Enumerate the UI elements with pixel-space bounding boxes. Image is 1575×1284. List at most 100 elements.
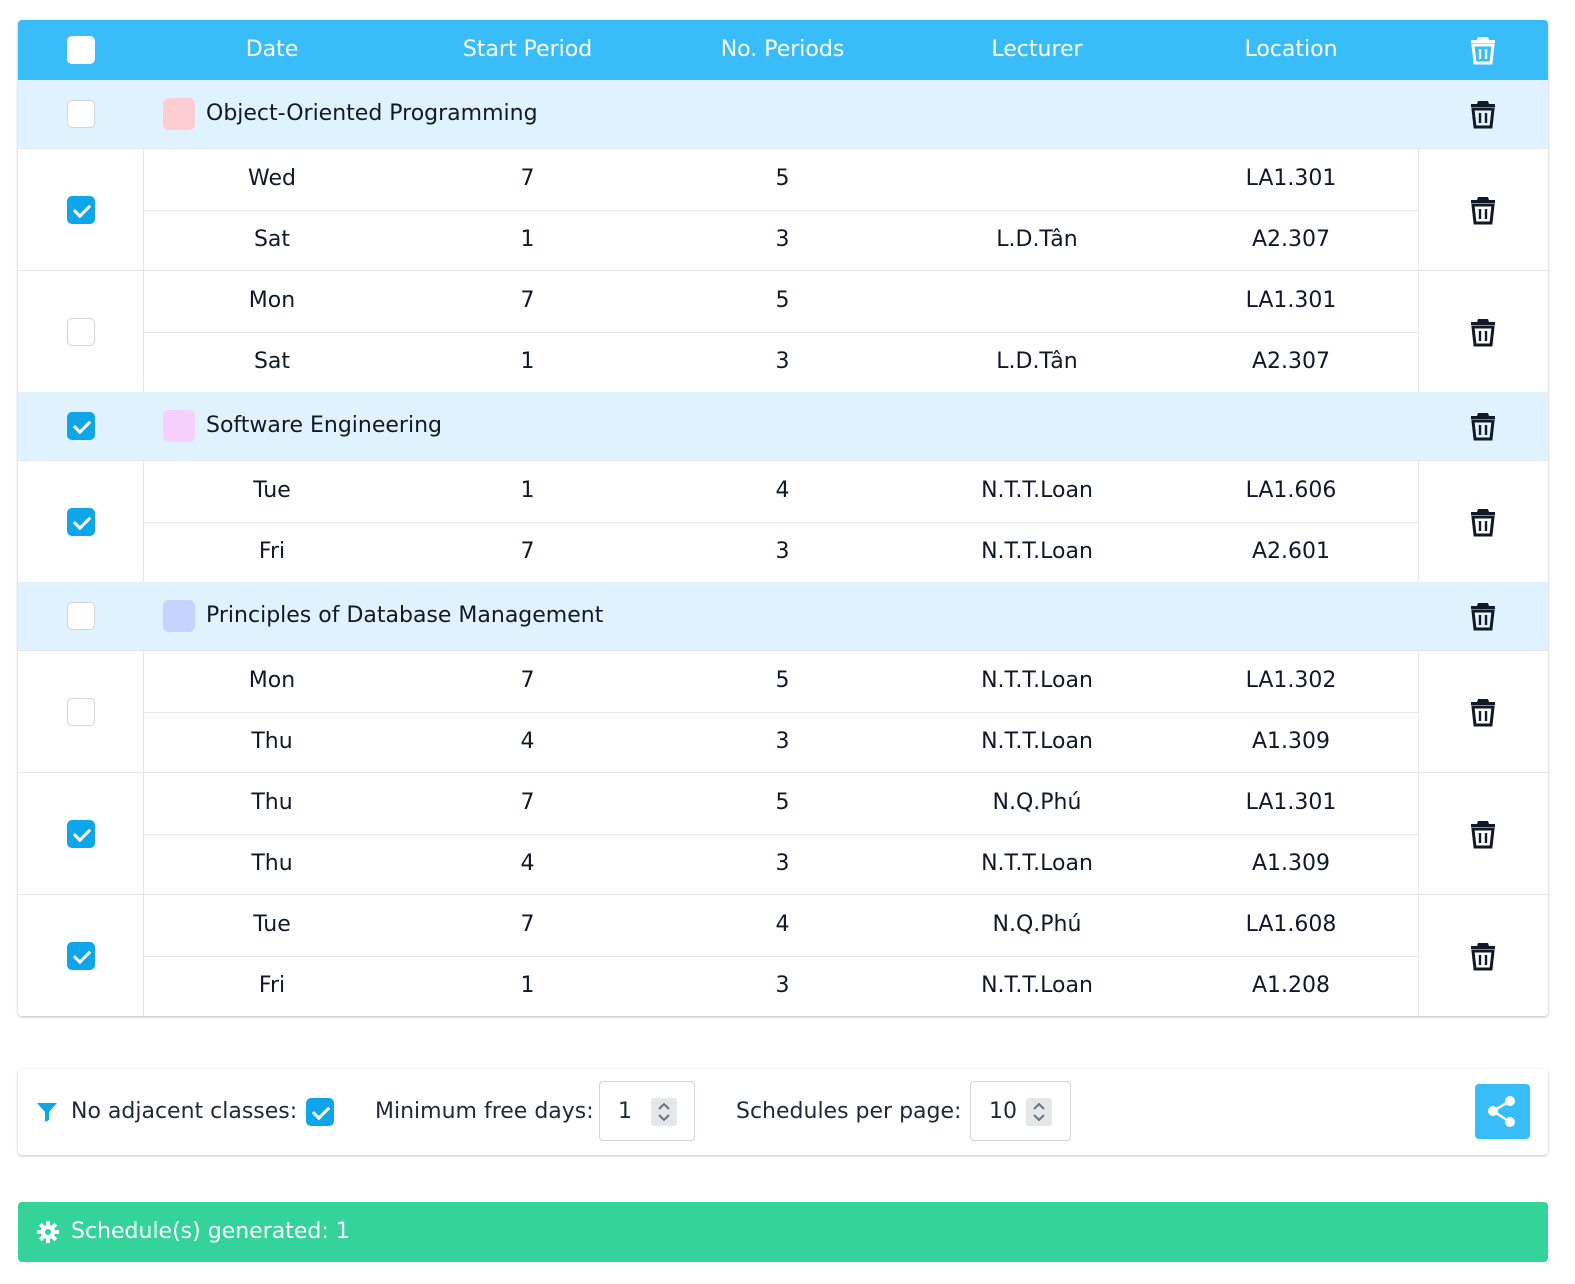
table-header: Date Start Period No. Periods Lecturer L… [18, 20, 1548, 80]
delete-course-button[interactable] [1469, 411, 1497, 441]
row-divider [144, 522, 1418, 523]
cell-location: A2.601 [1251, 539, 1331, 564]
course-color-swatch[interactable] [163, 600, 195, 632]
cell-date: Wed [248, 166, 296, 191]
delete-all-button[interactable] [1469, 35, 1497, 65]
course-checkbox[interactable] [67, 602, 95, 630]
no-adjacent-checkbox[interactable] [306, 1098, 334, 1126]
course-name: Principles of Database Management [206, 603, 604, 628]
column-divider [143, 651, 144, 772]
cell-date: Thu [251, 790, 293, 815]
header-date[interactable]: Date [245, 37, 299, 62]
table-row: Mon 7 5 N.T.T.Loan LA1.302 [18, 651, 1548, 712]
delete-section-button[interactable] [1469, 317, 1497, 347]
share-button[interactable] [1475, 1084, 1530, 1139]
section-checkbox[interactable] [67, 508, 95, 536]
schedule-table: Date Start Period No. Periods Lecturer L… [18, 20, 1548, 1016]
cell-location: A2.307 [1251, 227, 1331, 252]
column-divider [1418, 895, 1419, 1016]
cell-location: A1.208 [1251, 973, 1331, 998]
section-checkbox[interactable] [67, 318, 95, 346]
status-text: Schedule(s) generated: 1 [71, 1219, 350, 1244]
cell-start-period: 1 [520, 973, 535, 998]
course-row[interactable]: Software Engineering [18, 392, 1548, 460]
cell-location: LA1.301 [1245, 166, 1337, 191]
trash-icon [1471, 821, 1495, 849]
cell-lecturer: L.D.Tân [996, 349, 1078, 374]
delete-section-button[interactable] [1469, 941, 1497, 971]
cell-lecturer [910, 271, 1164, 331]
course-row[interactable]: Principles of Database Management [18, 582, 1548, 650]
delete-section-button[interactable] [1469, 819, 1497, 849]
course-checkbox[interactable] [67, 100, 95, 128]
cell-location: A1.309 [1251, 729, 1331, 754]
cell-location: LA1.301 [1245, 288, 1337, 313]
per-page-stepper[interactable] [1026, 1098, 1052, 1126]
section-checkbox[interactable] [67, 820, 95, 848]
cell-location: LA1.608 [1245, 912, 1337, 937]
column-divider [1418, 271, 1419, 392]
per-page-value: 10 [989, 1099, 1017, 1124]
cell-start-period: 7 [520, 790, 535, 815]
table-row: Sat 1 3 L.D.Tân A2.307 [18, 210, 1548, 271]
min-free-days-input[interactable]: 1 [599, 1081, 695, 1141]
course-row[interactable]: Object-Oriented Programming [18, 80, 1548, 148]
cell-no-periods: 5 [775, 288, 790, 313]
min-free-days-label: Minimum free days: [375, 1099, 594, 1124]
trash-icon [1471, 37, 1495, 65]
trash-icon [1471, 101, 1495, 129]
section-checkbox[interactable] [67, 698, 95, 726]
filter-icon [36, 1101, 58, 1123]
section-group: Mon 7 5 LA1.301 Sat 1 3 L.D.Tân A2.307 [18, 270, 1548, 392]
delete-section-button[interactable] [1469, 195, 1497, 225]
cell-no-periods: 3 [775, 349, 790, 374]
cell-date: Thu [251, 729, 293, 754]
table-row: Thu 7 5 N.Q.Phú LA1.301 [18, 773, 1548, 834]
delete-course-button[interactable] [1469, 601, 1497, 631]
course-checkbox[interactable] [67, 412, 95, 440]
cell-date: Mon [248, 668, 296, 693]
cell-date: Fri [258, 539, 286, 564]
course-color-swatch[interactable] [163, 410, 195, 442]
table-row: Tue 7 4 N.Q.Phú LA1.608 [18, 895, 1548, 956]
cell-lecturer: N.Q.Phú [992, 912, 1082, 937]
cell-lecturer: N.Q.Phú [992, 790, 1082, 815]
trash-icon [1471, 413, 1495, 441]
section-group: Mon 7 5 N.T.T.Loan LA1.302 Thu 4 3 N.T.T.Loan A1.… [18, 650, 1548, 772]
cell-no-periods: 4 [775, 912, 790, 937]
gear-icon [36, 1220, 60, 1244]
header-start-period[interactable]: Start Period [462, 37, 593, 62]
trash-icon [1471, 699, 1495, 727]
cell-start-period: 7 [520, 166, 535, 191]
course-color-swatch[interactable] [163, 98, 195, 130]
delete-section-button[interactable] [1469, 507, 1497, 537]
cell-lecturer: L.D.Tân [996, 227, 1078, 252]
status-bar: Schedule(s) generated: 1 [18, 1202, 1548, 1262]
min-free-days-stepper[interactable] [651, 1098, 677, 1126]
header-no-periods[interactable]: No. Periods [720, 37, 845, 62]
section-checkbox[interactable] [67, 942, 95, 970]
cell-lecturer: N.T.T.Loan [981, 973, 1093, 998]
column-divider [1418, 773, 1419, 894]
row-divider [144, 210, 1418, 211]
column-divider [143, 461, 144, 582]
section-checkbox[interactable] [67, 196, 95, 224]
cell-date: Tue [253, 912, 291, 937]
section-group: Wed 7 5 LA1.301 Sat 1 3 L.D.Tân A2.307 [18, 148, 1548, 270]
header-lecturer[interactable]: Lecturer [991, 37, 1083, 62]
cell-no-periods: 3 [775, 539, 790, 564]
delete-section-button[interactable] [1469, 697, 1497, 727]
table-row: Fri 7 3 N.T.T.Loan A2.601 [18, 522, 1548, 583]
column-divider [1418, 461, 1419, 582]
column-divider [1418, 149, 1419, 270]
cell-no-periods: 3 [775, 973, 790, 998]
header-location[interactable]: Location [1244, 37, 1338, 62]
per-page-input[interactable]: 10 [970, 1081, 1071, 1141]
cell-date: Fri [258, 973, 286, 998]
cell-location: LA1.301 [1245, 790, 1337, 815]
cell-date: Mon [248, 288, 296, 313]
delete-course-button[interactable] [1469, 99, 1497, 129]
cell-no-periods: 3 [775, 851, 790, 876]
select-all-checkbox[interactable] [67, 36, 95, 64]
cell-lecturer [910, 149, 1164, 209]
